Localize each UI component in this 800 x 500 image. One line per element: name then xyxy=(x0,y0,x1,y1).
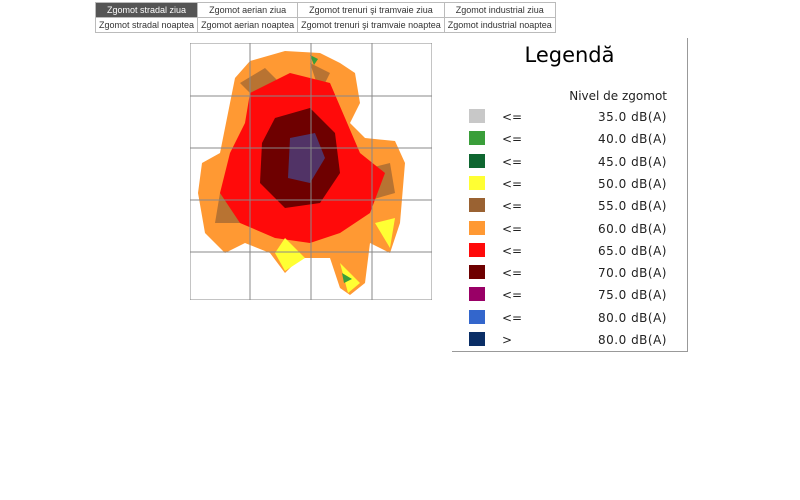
legend-item: <= 65.0 dB(A) xyxy=(452,242,687,263)
legend-operator: <= xyxy=(502,154,523,169)
legend-item: >80.0 dB(A) xyxy=(452,332,687,352)
legend-operator: <= xyxy=(502,266,523,281)
tab-street-night[interactable]: Zgomot stradal noaptea xyxy=(94,17,199,33)
color-swatch xyxy=(469,265,485,280)
legend-operator: > xyxy=(502,333,513,347)
tab-street-day[interactable]: Zgomot stradal ziua xyxy=(94,2,199,18)
color-swatch xyxy=(469,175,485,190)
legend-operator: <= xyxy=(502,221,523,236)
legend-item: <= 75.0 dB(A) xyxy=(452,287,687,307)
legend-header: Nivel de zgomot xyxy=(569,89,667,103)
color-swatch xyxy=(469,309,485,324)
legend-operator: <= xyxy=(502,176,523,191)
tab-rail-tram-day[interactable]: Zgomot trenuri şi tramvaie ziua xyxy=(297,2,445,18)
city-center-blue xyxy=(288,133,325,183)
color-swatch xyxy=(469,220,485,235)
legend-title: Legendă xyxy=(524,43,615,67)
color-swatch xyxy=(469,198,485,213)
legend-panel: Legendă Nivel de zgomot <= 35.0 dB(A) <= 40… xyxy=(452,38,688,352)
quiet-zone-yellow xyxy=(275,218,395,293)
color-swatch xyxy=(469,332,485,346)
tab-air-day[interactable]: Zgomot aerian ziua xyxy=(197,2,299,18)
legend-value: 65.0 dB(A) xyxy=(598,243,667,258)
map-grid xyxy=(190,43,432,300)
tab-air-night[interactable]: Zgomot aerian noaptea xyxy=(197,17,299,33)
legend-item: <= 35.0 dB(A) xyxy=(452,109,687,129)
tab-industrial-night[interactable]: Zgomot industrial noaptea xyxy=(443,17,556,33)
legend-operator: <= xyxy=(502,199,523,214)
legend-item: <= 50.0 dB(A) xyxy=(452,175,687,196)
legend-item: <= 40.0 dB(A) xyxy=(452,131,687,151)
color-swatch xyxy=(469,109,485,123)
legend-operator: <= xyxy=(502,288,523,303)
legend-value: 35.0 dB(A) xyxy=(598,110,667,124)
legend-value: 55.0 dB(A) xyxy=(598,199,667,214)
legend-value: 45.0 dB(A) xyxy=(598,154,667,169)
legend-item: <= 45.0 dB(A) xyxy=(452,153,687,174)
legend-item: <= 80.0 dB(A) xyxy=(452,309,687,330)
legend-operator: <= xyxy=(502,110,523,124)
legend-value: 40.0 dB(A) xyxy=(598,132,667,147)
color-swatch xyxy=(469,153,485,168)
color-swatch xyxy=(469,287,485,302)
color-swatch xyxy=(469,242,485,257)
legend-operator: <= xyxy=(502,132,523,147)
legend-item: <= 55.0 dB(A) xyxy=(452,198,687,218)
legend-value: 80.0 dB(A) xyxy=(598,310,667,325)
legend-value: 75.0 dB(A) xyxy=(598,288,667,303)
tab-industrial-day[interactable]: Zgomot industrial ziua xyxy=(443,2,556,18)
legend-item: <= 70.0 dB(A) xyxy=(452,265,687,285)
legend-value: 70.0 dB(A) xyxy=(598,266,667,281)
legend-value: 50.0 dB(A) xyxy=(598,176,667,191)
legend-value: 60.0 dB(A) xyxy=(598,221,667,236)
legend-item: <= 60.0 dB(A) xyxy=(452,220,687,241)
noise-map-tabs: Zgomot stradal ziua Zgomot aerian ziua Z… xyxy=(94,2,556,33)
noise-map[interactable] xyxy=(190,43,432,300)
color-swatch xyxy=(469,131,485,146)
legend-value: 80.0 dB(A) xyxy=(598,333,667,347)
tab-rail-tram-night[interactable]: Zgomot trenuri şi tramvaie noaptea xyxy=(297,17,445,33)
legend-operator: <= xyxy=(502,243,523,258)
legend-operator: <= xyxy=(502,310,523,325)
